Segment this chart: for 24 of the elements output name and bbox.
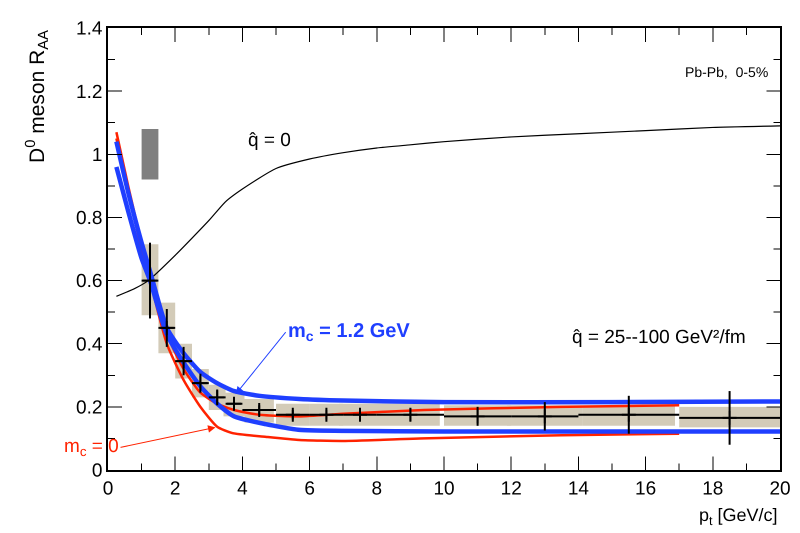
y-tick-label: 0.2 (76, 398, 102, 419)
x-tick-label: 10 (433, 478, 455, 500)
x-tick-label: 20 (769, 478, 791, 500)
x-tick-label: 8 (372, 478, 382, 500)
x-tick-label: 18 (702, 478, 724, 500)
y-tick-label: 0.6 (76, 271, 102, 292)
x-tick-label: 4 (237, 478, 248, 500)
y-tick-label: 0.8 (76, 208, 102, 230)
annotation: Pb-Pb, 0-5% (685, 64, 768, 80)
x-tick-label: 12 (500, 478, 522, 500)
annotation: m$_{c}$ = 1.2 GeV (288, 320, 410, 344)
x-tick-label: 14 (568, 478, 590, 500)
annotation: m$_{c}$ = 0 (64, 436, 119, 459)
annotation: q̂ = 0 (248, 130, 291, 151)
y-tick-label: 0.4 (76, 334, 103, 356)
y-tick-label: 1.2 (76, 82, 102, 103)
y-tick-label: 1 (92, 144, 102, 166)
x-tick-label: 6 (304, 478, 315, 500)
y-tick-label: 0 (92, 460, 102, 482)
x-axis-title: p$_{t}$ [GeV/c] (699, 505, 778, 528)
annotation: q̂ = 25--100 GeV²/fm (572, 327, 746, 348)
y-tick-label: 1.4 (76, 18, 103, 40)
x-tick-label: 16 (635, 478, 656, 500)
x-tick-label: 2 (170, 478, 180, 500)
